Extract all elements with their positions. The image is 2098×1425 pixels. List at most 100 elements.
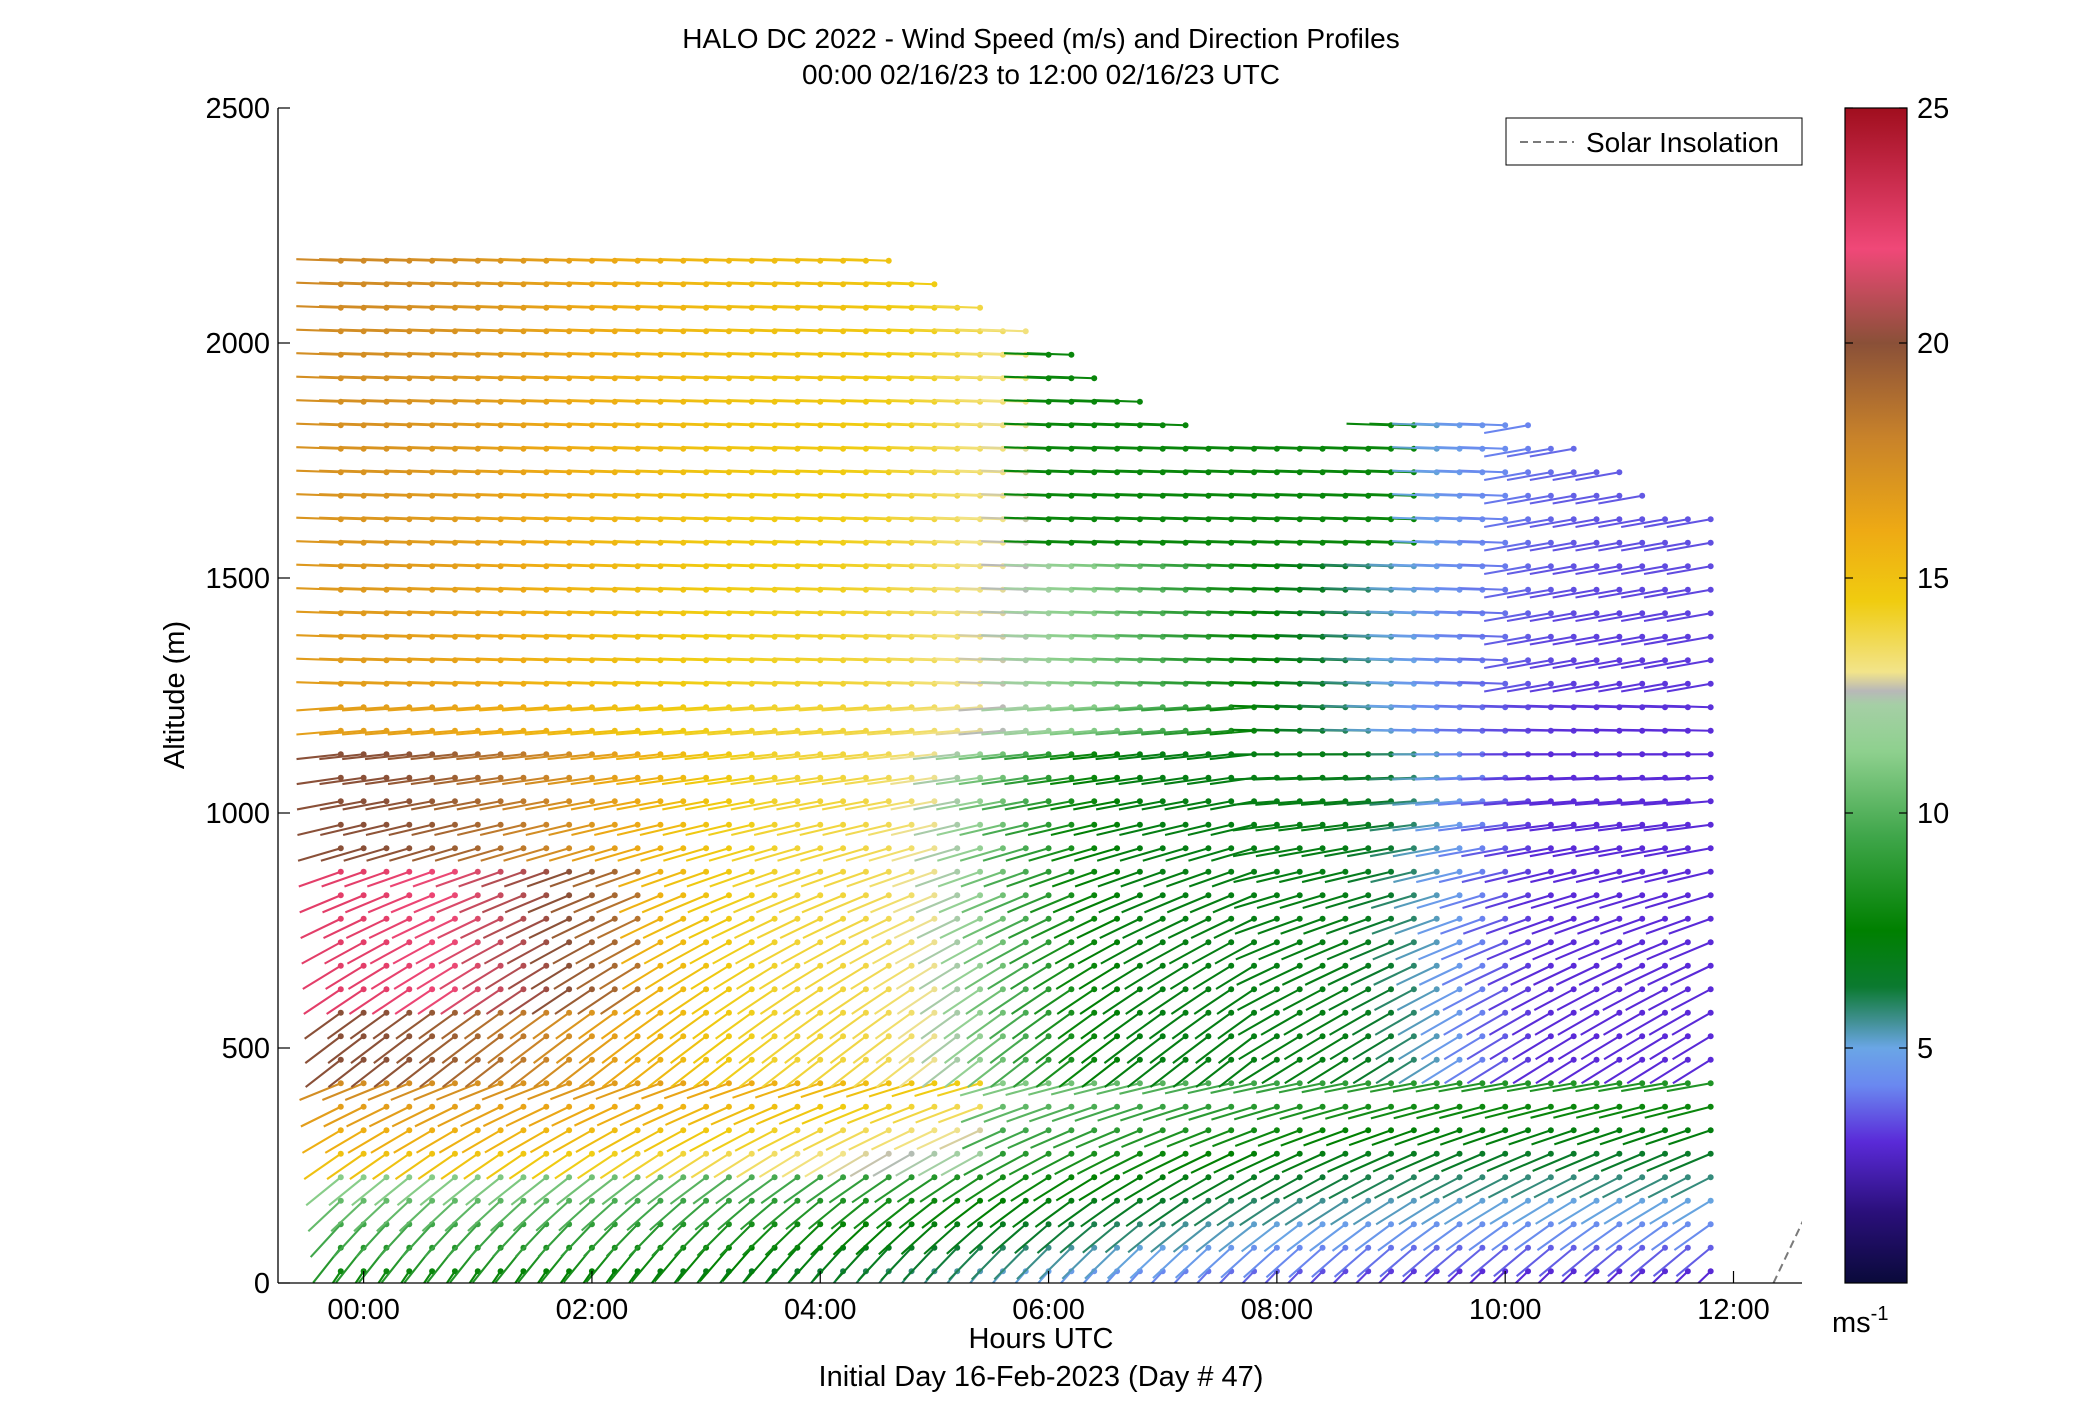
wind-barb-dot (1707, 892, 1714, 899)
wind-barb-line (1077, 941, 1118, 965)
wind-barb-dot (383, 845, 390, 852)
wind-barb-dot (817, 1103, 824, 1110)
wind-barb-dot (1273, 1009, 1280, 1016)
wind-barb-dot (1662, 1033, 1669, 1040)
wind-barb-dot (383, 1080, 390, 1087)
wind-barb-line (761, 1058, 799, 1088)
wind-barb-line (941, 964, 981, 990)
wind-barb-dot (1593, 1150, 1600, 1157)
wind-barb-dot (543, 915, 550, 922)
wind-barb-dot (1342, 1033, 1349, 1040)
wind-barb-dot (1228, 915, 1235, 922)
wind-barb-dot (1182, 1103, 1189, 1110)
wind-barb-line (481, 1082, 524, 1101)
wind-barb-dot (1159, 821, 1166, 828)
wind-barb-dot (748, 821, 755, 828)
wind-barb-dot (337, 1174, 344, 1181)
wind-barb-line (736, 964, 776, 990)
wind-barb-dot (1068, 845, 1075, 852)
wind-barb-line (550, 894, 593, 914)
wind-barb-dot (1570, 986, 1577, 993)
wind-barb-dot (1228, 1221, 1235, 1228)
wind-barb-dot (1228, 798, 1235, 805)
wind-barb-dot (1410, 1056, 1417, 1063)
wind-barb-dot (611, 868, 618, 875)
wind-barb-dot (1114, 1221, 1121, 1228)
wind-barb-dot (360, 1174, 367, 1181)
wind-barb-line (435, 870, 479, 888)
wind-barb-line (1012, 1199, 1050, 1229)
wind-barb-line (1096, 1082, 1141, 1096)
wind-barb-dot (840, 1033, 847, 1040)
wind-barb-dot (1707, 1150, 1714, 1157)
wind-barb-line (804, 964, 844, 990)
wind-barb-dot (1502, 657, 1509, 664)
wind-barb-dot (1456, 1103, 1463, 1110)
wind-barb-line (942, 988, 981, 1015)
wind-barb-dot (977, 845, 984, 852)
wind-barb-line (713, 964, 753, 990)
wind-barb-dot (360, 821, 367, 828)
wind-barb-line (878, 1223, 913, 1256)
wind-barb-dot (1045, 1033, 1052, 1040)
wind-barb-dot (1251, 1127, 1258, 1134)
wind-barb-dot (977, 1009, 984, 1016)
wind-barb-line (759, 988, 799, 1015)
wind-barb-dot (1205, 1244, 1212, 1251)
wind-barb-dot (451, 915, 458, 922)
wind-barb-dot (1433, 868, 1440, 875)
chart-title: HALO DC 2022 - Wind Speed (m/s) and Dire… (682, 23, 1399, 54)
wind-barb-line (799, 800, 844, 811)
wind-barb-dot (908, 1221, 915, 1228)
wind-barb-dot (1296, 1009, 1303, 1016)
wind-barb-line (319, 753, 364, 761)
wind-barb-line (577, 988, 616, 1015)
wind-barb-dot (1456, 1080, 1463, 1087)
wind-barb-dot (1570, 915, 1577, 922)
wind-barb-line (943, 1011, 981, 1040)
wind-barb-line (1032, 964, 1072, 990)
wind-barb-line (341, 706, 387, 712)
wind-barb-line (1004, 800, 1049, 811)
wind-barb-line (416, 964, 456, 990)
wind-barb-dot (1707, 1174, 1714, 1181)
wind-barb-dot (1068, 1197, 1075, 1204)
wind-barb-dot (1273, 1221, 1280, 1228)
wind-barb-line (734, 917, 776, 940)
wind-barb-line (671, 1199, 707, 1231)
wind-barb-line (504, 1082, 547, 1101)
wind-barb-line (943, 1035, 981, 1064)
wind-barb-dot (999, 1127, 1006, 1134)
wind-barb-dot (1593, 586, 1600, 593)
wind-barb-dot (1570, 586, 1577, 593)
wind-barb-dot (1068, 1244, 1075, 1251)
wind-barb-dot (725, 915, 732, 922)
wind-barb-dot (337, 962, 344, 969)
wind-barb-line (524, 729, 570, 736)
wind-barb-dot (1684, 845, 1691, 852)
wind-barb-dot (634, 1103, 641, 1110)
wind-barb-dot (885, 1197, 892, 1204)
wind-barb-dot (337, 821, 344, 828)
wind-barb-dot (1639, 492, 1646, 499)
wind-barb-line (730, 776, 775, 786)
wind-barb-dot (634, 1033, 641, 1040)
wind-barb-dot (1091, 821, 1098, 828)
wind-barb-dot (1045, 868, 1052, 875)
wind-barb-dot (1433, 1150, 1440, 1157)
wind-barb-dot (840, 1009, 847, 1016)
wind-barb-dot (474, 1080, 481, 1087)
wind-barb-dot (1251, 1009, 1258, 1016)
wind-barb-line (1012, 1035, 1050, 1064)
wind-barb-dot (1707, 1080, 1714, 1087)
wind-barb-dot (931, 939, 938, 946)
wind-barb-line (617, 847, 661, 862)
wind-barb-dot (1662, 939, 1669, 946)
wind-barb-dot (1091, 939, 1098, 946)
wind-barb-line (1049, 706, 1095, 712)
wind-barb-dot (1388, 962, 1395, 969)
wind-barb-dot (748, 892, 755, 899)
wind-barb-dot (543, 1103, 550, 1110)
wind-barb-dot (1273, 845, 1280, 852)
wind-barb-dot (680, 1197, 687, 1204)
